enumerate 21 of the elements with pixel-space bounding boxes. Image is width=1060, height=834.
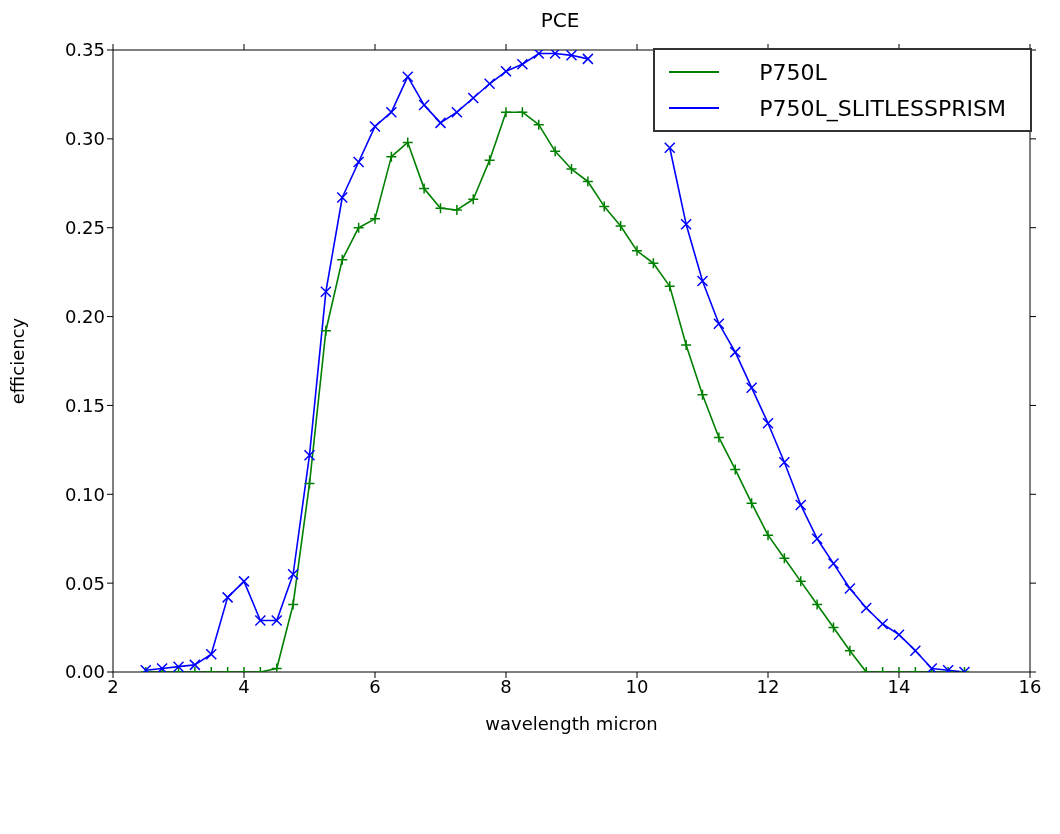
x-tick-label: 4 <box>238 675 250 697</box>
y-tick-label: 0.30 <box>64 128 105 150</box>
x-tick-label: 6 <box>369 675 381 697</box>
y-tick-label: 0.15 <box>64 394 105 416</box>
legend-label: P750L_SLITLESSPRISM <box>759 95 1006 121</box>
x-tick-label: 12 <box>756 675 780 697</box>
y-tick-label: 0.35 <box>64 39 105 61</box>
y-tick-label: 0.05 <box>64 572 105 594</box>
x-tick-label: 14 <box>887 675 911 697</box>
x-tick-label: 16 <box>1018 675 1042 697</box>
y-tick-label: 0.20 <box>64 305 105 327</box>
legend-label: P750L <box>759 59 827 85</box>
y-tick-label: 0.25 <box>64 217 105 239</box>
x-tick-label: 10 <box>625 675 649 697</box>
y-tick-label: 0.00 <box>64 661 105 683</box>
x-tick-label: 2 <box>107 675 119 697</box>
y-tick-label: 0.10 <box>64 483 105 505</box>
y-axis-title: efficiency <box>7 317 29 405</box>
x-axis-title: wavelength micron <box>485 713 658 734</box>
chart-title: PCE <box>539 8 581 34</box>
x-tick-label: 8 <box>500 675 512 697</box>
